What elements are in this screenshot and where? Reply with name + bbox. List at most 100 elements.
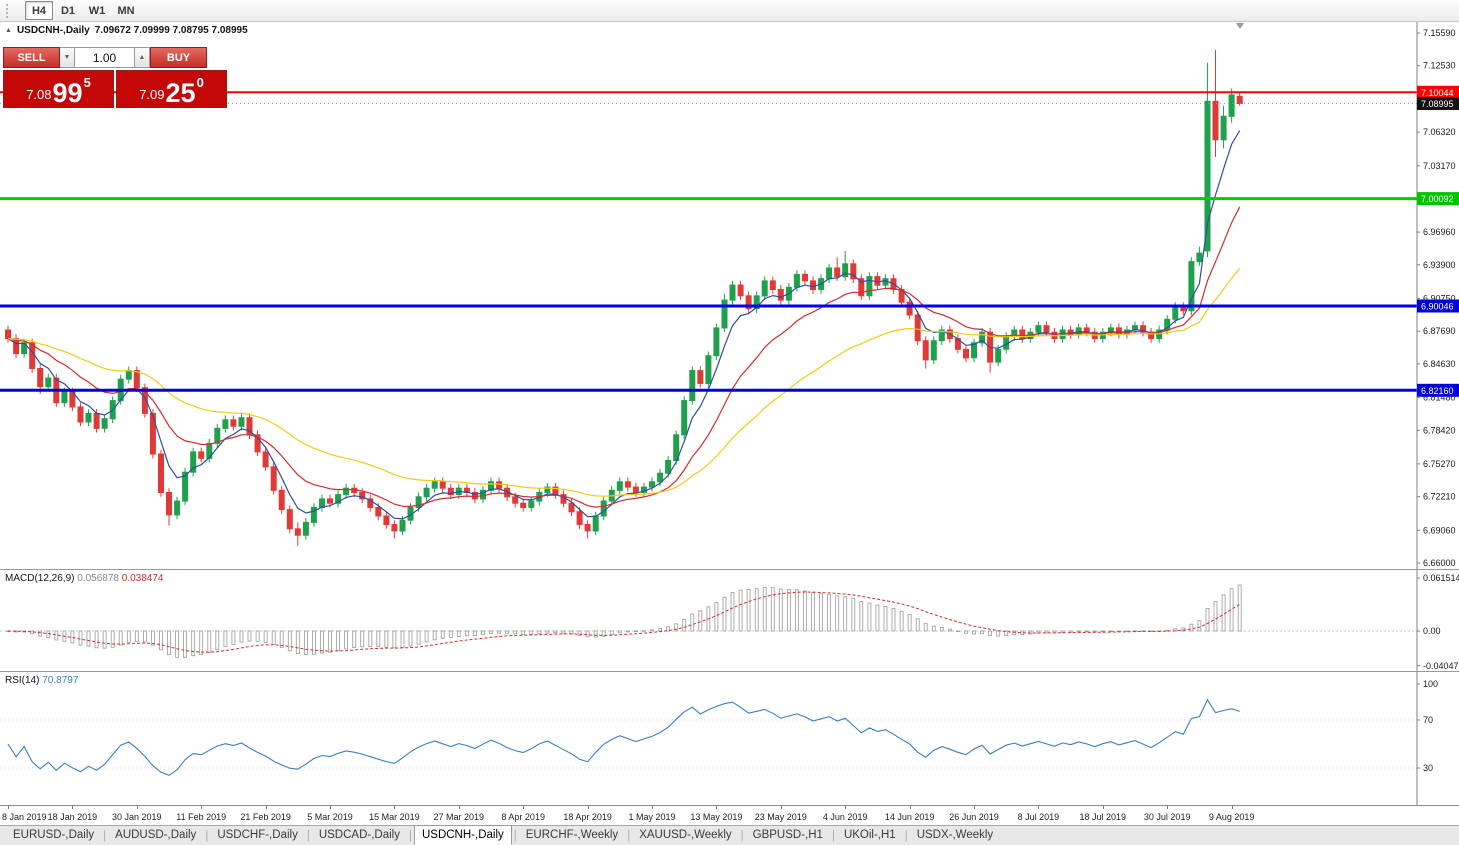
date-label: 30 Jan 2019 bbox=[112, 812, 162, 822]
date-label: 23 May 2019 bbox=[754, 812, 807, 822]
date-label: 18 Jan 2019 bbox=[47, 812, 98, 822]
tab-separator: | bbox=[103, 829, 107, 842]
tab-separator: | bbox=[205, 829, 209, 842]
price-axis-tick: 6.75270 bbox=[1423, 459, 1456, 469]
time-tick bbox=[780, 806, 782, 809]
price-axis-tick: 7.03170 bbox=[1423, 161, 1456, 171]
date-label: 15 Mar 2019 bbox=[369, 812, 420, 822]
tab-gbpusd-h1[interactable]: GBPUSD-,H1 bbox=[752, 829, 823, 841]
macd-label: MACD(12,26,9) 0.056878 0.038474 bbox=[5, 573, 163, 584]
macd-axis-tick: -0.04047 bbox=[1423, 661, 1459, 671]
rsi-axis-tick: 30 bbox=[1423, 763, 1433, 773]
time-tick bbox=[1038, 806, 1040, 809]
rsi-axis-tick: 70 bbox=[1423, 715, 1433, 725]
svg-text:7.10044: 7.10044 bbox=[1421, 88, 1454, 98]
tab-ukoil-h1[interactable]: UKOil-,H1 bbox=[843, 829, 896, 841]
svg-text:6.82160: 6.82160 bbox=[1421, 386, 1454, 396]
bid-point: 5 bbox=[83, 75, 91, 90]
macd-signal-value: 0.038474 bbox=[121, 573, 164, 584]
price-axis-tick: 6.87690 bbox=[1423, 326, 1456, 336]
tab-separator: | bbox=[831, 829, 835, 842]
time-tick bbox=[845, 806, 847, 809]
ma-line-14 bbox=[7, 206, 1241, 508]
timeframe-toolbar: H4 D1 W1 MN bbox=[0, 0, 1459, 22]
time-tick bbox=[1231, 806, 1233, 809]
bid-price-tile[interactable]: 7.08 99 5 bbox=[3, 70, 114, 108]
buy-button[interactable]: BUY bbox=[150, 47, 207, 68]
bid-pips: 99 bbox=[52, 78, 83, 109]
date-label: 1 May 2019 bbox=[628, 812, 676, 822]
candles-layer bbox=[5, 50, 1243, 546]
volume-increase-button[interactable]: ▲ bbox=[135, 47, 150, 68]
volume-input[interactable] bbox=[75, 47, 135, 68]
ma-line-34 bbox=[7, 267, 1241, 497]
tab-separator: | bbox=[740, 829, 744, 842]
time-tick bbox=[909, 806, 911, 809]
price-axis-tick: 6.93900 bbox=[1423, 260, 1456, 270]
timeframe-w1[interactable]: W1 bbox=[83, 1, 111, 20]
chart-shift-marker-icon[interactable] bbox=[1236, 23, 1244, 29]
macd-axis-tick: 0.061514 bbox=[1423, 573, 1459, 583]
tab-audusd-daily[interactable]: AUDUSD-,Daily bbox=[115, 829, 197, 841]
date-label: 9 Aug 2019 bbox=[1208, 812, 1255, 822]
tab-separator: | bbox=[513, 829, 517, 842]
sell-button[interactable]: SELL bbox=[3, 47, 60, 68]
trade-prices-row: 7.08 99 5 7.09 25 0 bbox=[3, 70, 227, 108]
rsi-line bbox=[7, 698, 1240, 776]
date-label: 11 Feb 2019 bbox=[176, 812, 227, 822]
time-tick bbox=[974, 806, 975, 809]
date-label: 14 Jun 2019 bbox=[884, 812, 935, 822]
rsi-label: RSI(14) 70.8797 bbox=[5, 675, 78, 686]
chart-tabs-bar: EURUSD-,Daily | AUDUSD-,Daily | USDCHF-,Dail… bbox=[0, 824, 1459, 845]
tab-xauusd-weekly[interactable]: XAUUSD-,Weekly bbox=[639, 829, 732, 841]
timeframe-d1[interactable]: D1 bbox=[54, 1, 82, 20]
tab-eurusd-daily[interactable]: EURUSD-,Daily bbox=[13, 829, 95, 841]
tab-separator: | bbox=[408, 829, 412, 842]
time-tick bbox=[265, 806, 267, 809]
date-label: 21 Feb 2019 bbox=[240, 812, 291, 822]
price-axis-tick: 6.84630 bbox=[1423, 359, 1456, 369]
tab-usdcnh-daily[interactable]: USDCNH-,Daily bbox=[413, 824, 512, 845]
date-label: 18 Jul 2019 bbox=[1079, 812, 1127, 822]
macd-panel[interactable]: 0.061514 0.00 -0.04047 MACD(12,26,9) 0.056… bbox=[0, 569, 1459, 671]
price-axis-tick: 7.15590 bbox=[1423, 28, 1456, 38]
time-tick bbox=[136, 806, 138, 809]
date-label: 5 Mar 2019 bbox=[307, 812, 353, 822]
macd-histogram bbox=[6, 584, 1242, 658]
timeframe-h4[interactable]: H4 bbox=[25, 1, 53, 20]
chart-title: ▲ USDCNH-,Daily 7.09672 7.09999 7.08795 … bbox=[5, 25, 248, 36]
time-axis[interactable]: 8 Jan 2019 18 Jan 2019 30 Jan 2019 11 Feb 2… bbox=[0, 805, 1459, 825]
one-click-collapse-icon[interactable]: ▲ bbox=[5, 27, 12, 34]
price-axis-tick: 6.81480 bbox=[1423, 393, 1456, 403]
price-axis-tick: 6.78420 bbox=[1423, 425, 1456, 435]
rsi-axis-tick: 100 bbox=[1423, 679, 1438, 689]
tab-usdcad-daily[interactable]: USDCAD-,Daily bbox=[318, 829, 400, 841]
time-tick bbox=[1167, 806, 1169, 809]
tab-usdchf-daily[interactable]: USDCHF-,Daily bbox=[217, 829, 298, 841]
tab-eurchf-weekly[interactable]: EURCHF-,Weekly bbox=[525, 829, 619, 841]
volume-decrease-button[interactable]: ▼ bbox=[60, 47, 75, 68]
chart-symbol-label: USDCNH-,Daily bbox=[16, 25, 90, 36]
time-tick bbox=[1102, 806, 1104, 809]
tab-usdx-weekly[interactable]: USDX-,Weekly bbox=[916, 829, 994, 841]
macd-axis-tick: 0.00 bbox=[1423, 626, 1441, 636]
bid-prefix: 7.08 bbox=[26, 87, 52, 102]
ask-prefix: 7.09 bbox=[139, 87, 165, 102]
ask-pips: 25 bbox=[165, 78, 196, 109]
price-chart-canvas[interactable]: 7.15590 7.12530 7.06320 7.03170 6.96960 6.939… bbox=[0, 22, 1459, 569]
chart-ohlc-values: 7.09672 7.09999 7.08795 7.08995 bbox=[94, 25, 248, 36]
price-axis-tick: 6.96960 bbox=[1423, 227, 1456, 237]
ask-price-tile[interactable]: 7.09 25 0 bbox=[116, 70, 227, 108]
price-tag-6.82160: 6.82160 bbox=[1417, 383, 1459, 397]
date-label: 8 Jan 2019 bbox=[2, 812, 47, 822]
macd-signal-line bbox=[7, 591, 1240, 653]
time-tick bbox=[72, 806, 74, 809]
main-chart-panel[interactable]: 7.15590 7.12530 7.06320 7.03170 6.96960 6.939… bbox=[0, 22, 1459, 569]
price-tag-7.00092: 7.00092 bbox=[1417, 192, 1459, 206]
time-tick bbox=[8, 806, 9, 809]
rsi-panel[interactable]: 100 70 30 RSI(14) 70.8797 bbox=[0, 671, 1459, 805]
timeframe-mn[interactable]: MN bbox=[112, 1, 140, 20]
time-tick bbox=[201, 806, 203, 809]
price-axis-tick: 6.66000 bbox=[1423, 558, 1456, 568]
